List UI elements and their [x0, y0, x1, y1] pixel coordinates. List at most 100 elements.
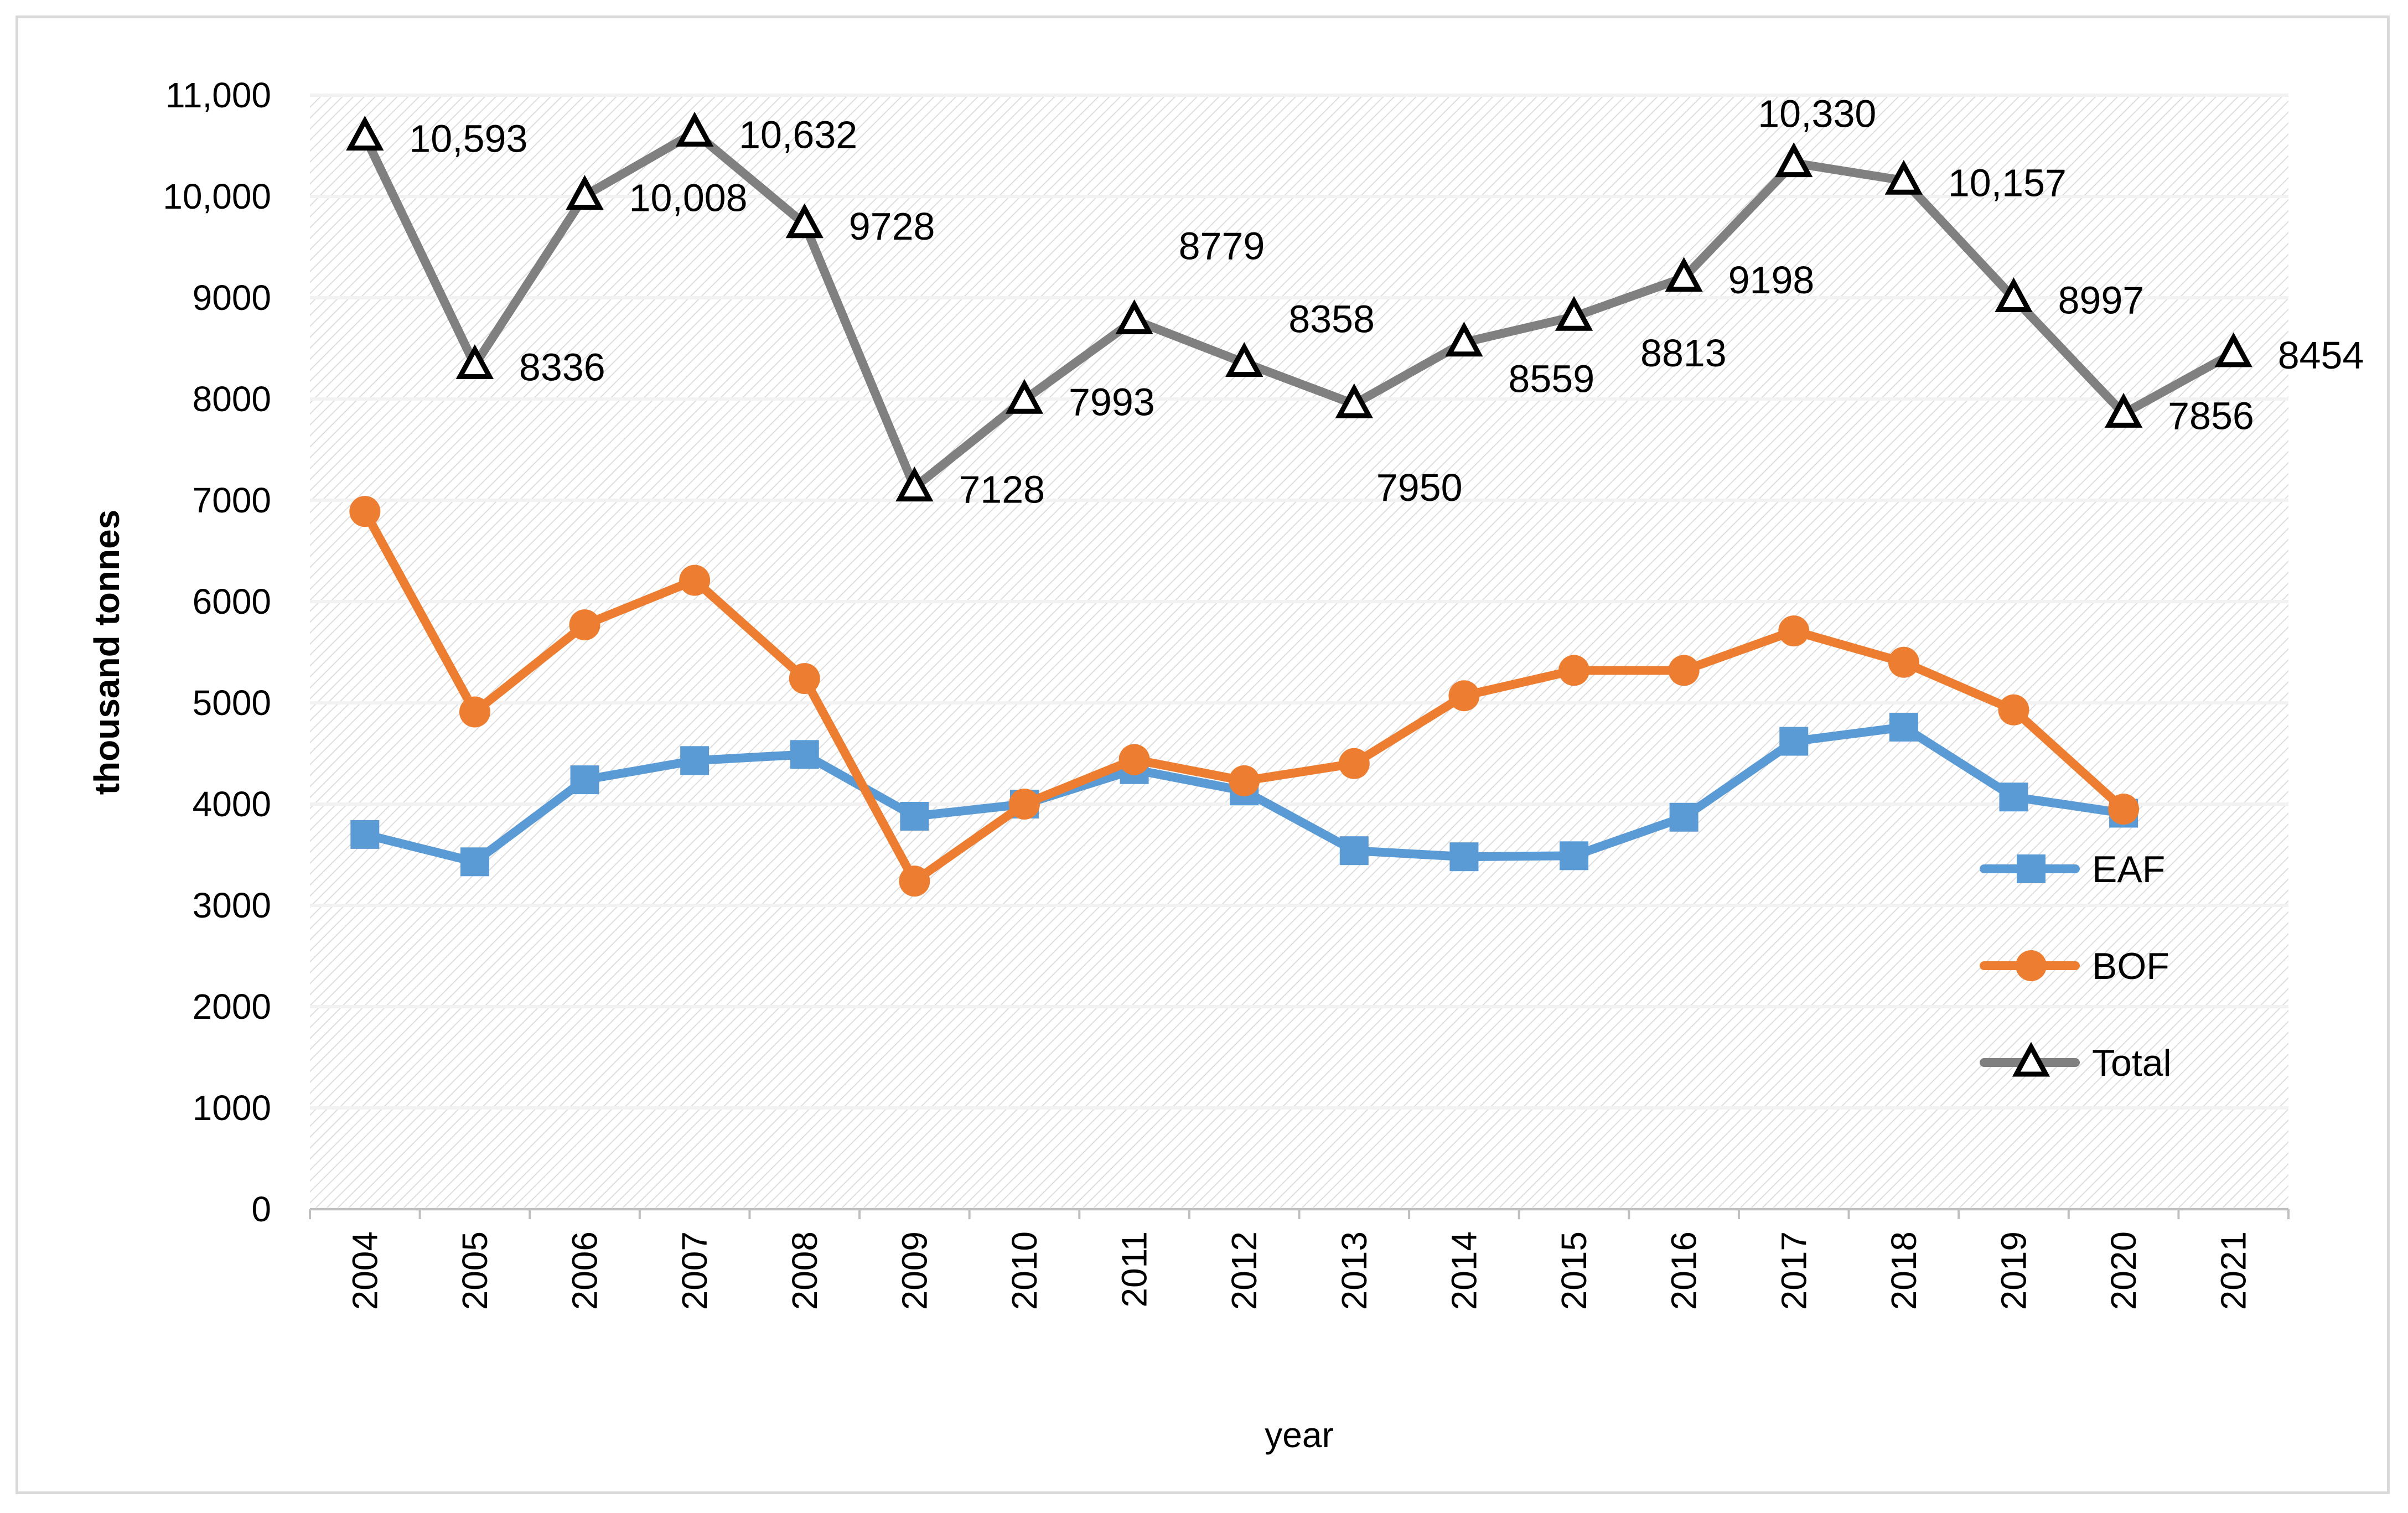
data-point-bof-2012 — [1229, 765, 1260, 796]
data-point-total-2016 — [1665, 257, 1703, 292]
x-tick-label: 2005 — [455, 1231, 495, 1310]
y-tick-label: 3000 — [193, 885, 271, 925]
data-point-bof-2004 — [349, 496, 381, 527]
data-label-total-2009: 7128 — [959, 468, 1045, 511]
data-label-total-2008: 9728 — [849, 205, 935, 248]
data-point-bof-2019 — [1998, 694, 2029, 726]
data-point-bof-2020 — [2108, 794, 2140, 825]
data-label-total-2013: 7950 — [1376, 466, 1463, 509]
legend-marker-eaf — [2017, 854, 2045, 883]
x-tick-label: 2008 — [785, 1231, 825, 1310]
x-tick-label: 2007 — [675, 1231, 714, 1310]
x-axis-title: year — [1265, 1415, 1334, 1455]
data-label-total-2011: 8779 — [1179, 224, 1265, 267]
x-tick-label: 2016 — [1664, 1231, 1704, 1310]
data-point-total-2008 — [785, 203, 824, 239]
y-tick-label: 1000 — [193, 1088, 271, 1128]
data-point-eaf-2009 — [900, 801, 929, 831]
data-point-total-2020 — [2104, 392, 2143, 428]
x-tick-label: 2010 — [1004, 1231, 1044, 1310]
data-point-bof-2009 — [899, 866, 930, 897]
data-label-total-2015: 8813 — [1640, 331, 1727, 375]
data-point-eaf-2016 — [1669, 802, 1698, 832]
data-point-eaf-2007 — [680, 746, 710, 775]
x-tick-label: 2019 — [1993, 1231, 2033, 1310]
x-tick-label: 2013 — [1334, 1231, 1374, 1310]
data-label-total-2018: 10,157 — [1948, 161, 2067, 204]
data-point-total-2004 — [346, 116, 384, 151]
y-tick-label: 2000 — [193, 987, 271, 1027]
x-tick-label: 2011 — [1115, 1231, 1154, 1308]
legend-label-bof: BOF — [2092, 945, 2169, 987]
data-point-total-2006 — [566, 175, 604, 210]
data-point-eaf-2013 — [1339, 836, 1369, 866]
data-point-total-2011 — [1115, 299, 1153, 334]
data-point-total-2007 — [675, 111, 714, 147]
data-label-total-2016: 9198 — [1728, 258, 1815, 302]
data-label-total-2020: 7856 — [2168, 394, 2254, 437]
data-label-total-2021: 8454 — [2278, 334, 2364, 377]
data-point-eaf-2006 — [570, 765, 599, 795]
x-tick-label: 2012 — [1224, 1231, 1264, 1310]
data-point-eaf-2008 — [790, 740, 819, 769]
data-point-eaf-2004 — [350, 820, 380, 849]
x-tick-label: 2004 — [345, 1231, 385, 1310]
legend-label-eaf: EAF — [2092, 848, 2165, 890]
data-point-bof-2016 — [1668, 655, 1700, 686]
y-tick-label: 0 — [251, 1189, 271, 1229]
series-line-total — [360, 128, 2238, 492]
data-point-bof-2017 — [1778, 615, 1810, 647]
data-point-bof-2015 — [1558, 655, 1590, 686]
data-point-bof-2010 — [1008, 789, 1040, 820]
x-tick-label: 2009 — [894, 1231, 934, 1310]
x-tick-label: 2020 — [2104, 1231, 2143, 1310]
x-tick-label: 2006 — [565, 1231, 605, 1310]
data-point-total-2005 — [455, 344, 494, 380]
y-tick-label: 9000 — [193, 278, 271, 318]
data-point-total-2019 — [1995, 277, 2033, 313]
data-point-eaf-2017 — [1779, 727, 1809, 756]
data-label-total-2014: 8559 — [1508, 357, 1594, 401]
data-point-eaf-2005 — [460, 847, 489, 877]
data-point-total-2012 — [1225, 342, 1263, 377]
x-tick-label: 2015 — [1554, 1231, 1594, 1310]
data-label-total-2019: 8997 — [2058, 279, 2144, 322]
data-label-total-2007: 10,632 — [739, 113, 857, 156]
data-point-total-2021 — [2214, 332, 2252, 367]
data-point-eaf-2018 — [1889, 712, 1918, 742]
x-tick-label: 2014 — [1444, 1231, 1484, 1310]
y-tick-label: 8000 — [193, 379, 271, 419]
data-point-eaf-2015 — [1560, 841, 1589, 871]
data-labels: 10,593 8336 10,008 10,632 9728 7128 7993 8779 83… — [409, 92, 2364, 511]
x-tick-label: 2017 — [1774, 1231, 1814, 1310]
x-tick-label: 2018 — [1884, 1231, 1924, 1310]
data-point-total-2009 — [895, 467, 934, 502]
legend-label-total: Total — [2092, 1042, 2172, 1084]
legend-marker-bof — [2016, 950, 2047, 981]
data-point-total-2014 — [1445, 322, 1483, 357]
data-point-bof-2013 — [1338, 748, 1370, 779]
legend-marker-total — [2012, 1042, 2050, 1077]
y-tick-label: 5000 — [193, 683, 271, 723]
data-label-total-2012: 8358 — [1288, 297, 1375, 340]
y-tick-label: 11,000 — [165, 75, 271, 115]
y-tick-label: 4000 — [193, 784, 271, 824]
data-point-total-2018 — [1884, 159, 1923, 195]
data-point-bof-2014 — [1448, 680, 1480, 712]
data-point-bof-2008 — [789, 663, 820, 695]
axes: 0 1000 2000 3000 4000 5000 6000 7000 8000 9000 10,… — [87, 75, 2290, 1455]
y-tick-label: 6000 — [193, 582, 271, 621]
data-point-bof-2005 — [459, 696, 490, 728]
data-point-total-2017 — [1775, 142, 1813, 178]
data-point-eaf-2019 — [1999, 783, 2028, 812]
data-point-total-2010 — [1005, 379, 1044, 414]
y-tick-label: 7000 — [193, 480, 271, 520]
x-tick-label: 2021 — [2214, 1231, 2254, 1310]
y-tick-label: 10,000 — [163, 177, 271, 216]
data-point-total-2013 — [1335, 383, 1373, 418]
data-label-total-2017: 10,330 — [1758, 92, 1876, 136]
data-point-bof-2006 — [569, 609, 600, 641]
data-point-eaf-2014 — [1449, 842, 1479, 872]
series-group — [346, 111, 2252, 897]
